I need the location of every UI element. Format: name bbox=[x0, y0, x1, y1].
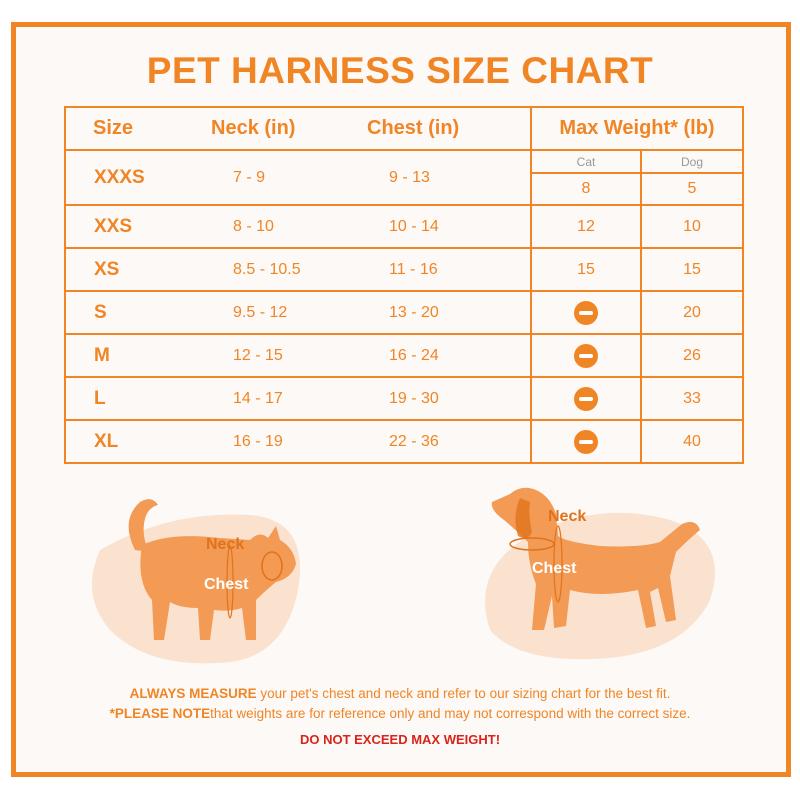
minus-circle-icon bbox=[574, 300, 598, 325]
cat-weight-cell: 12 bbox=[530, 204, 642, 249]
neck-cell: 14 - 17 bbox=[211, 376, 367, 421]
table-row: XXS 8 - 10 10 - 14 12 10 bbox=[64, 204, 744, 249]
size-cell: XL bbox=[64, 419, 211, 464]
cat-weight-cell bbox=[530, 290, 642, 335]
table-row: L 14 - 17 19 - 30 33 bbox=[64, 376, 744, 421]
chest-header: Chest (in) bbox=[367, 106, 532, 151]
neck-header: Neck (in) bbox=[211, 106, 367, 151]
cat-weight-cell bbox=[530, 419, 642, 464]
weight-note: *PLEASE NOTEthat weights are for referen… bbox=[0, 706, 800, 721]
size-cell: XXS bbox=[64, 204, 211, 249]
dog-weight-cell: 15 bbox=[640, 247, 744, 292]
dog-weight-cell: 40 bbox=[640, 419, 744, 464]
size-cell: XXXS bbox=[64, 149, 211, 206]
table-row: XL 16 - 19 22 - 36 40 bbox=[64, 419, 744, 464]
chest-cell: 22 - 36 bbox=[367, 419, 532, 464]
size-header: Size bbox=[64, 106, 211, 151]
neck-cell: 8 - 10 bbox=[211, 204, 367, 249]
chest-cell: 10 - 14 bbox=[367, 204, 532, 249]
page-title: PET HARNESS SIZE CHART bbox=[146, 50, 654, 91]
size-cell: M bbox=[64, 333, 211, 378]
dog-subheader: Dog bbox=[640, 149, 744, 174]
dog-measure-icon bbox=[485, 487, 715, 660]
dog-neck-label: Neck bbox=[548, 508, 587, 525]
weight-note-bold: *PLEASE NOTE bbox=[109, 706, 211, 721]
size-cell: L bbox=[64, 376, 211, 421]
max-weight-header: Max Weight* (lb) bbox=[530, 106, 744, 151]
measure-note-bold: ALWAYS MEASURE bbox=[129, 686, 257, 701]
cat-neck-label: Neck bbox=[206, 536, 245, 553]
chest-cell: 11 - 16 bbox=[367, 247, 532, 292]
dog-weight-cell: 26 bbox=[640, 333, 744, 378]
cat-weight-cell: 15 bbox=[530, 247, 642, 292]
neck-cell: 16 - 19 bbox=[211, 419, 367, 464]
chest-cell: 9 - 13 bbox=[367, 149, 532, 206]
dog-weight-cell: 33 bbox=[640, 376, 744, 421]
cat-illustration: Neck Chest bbox=[80, 490, 320, 670]
cat-measure-icon bbox=[92, 499, 300, 664]
measure-note: ALWAYS MEASURE your pet's chest and neck… bbox=[0, 686, 800, 701]
dog-weight-cell: 10 bbox=[640, 204, 744, 249]
max-weight-warning: DO NOT EXCEED MAX WEIGHT! bbox=[299, 732, 501, 747]
size-table: Size Neck (in) Chest (in) Max Weight* (l… bbox=[64, 106, 744, 464]
minus-circle-icon bbox=[574, 386, 598, 411]
table-row: M 12 - 15 16 - 24 26 bbox=[64, 333, 744, 378]
neck-cell: 7 - 9 bbox=[211, 149, 367, 206]
size-cell: S bbox=[64, 290, 211, 335]
weight-note-text: that weights are for reference only and … bbox=[210, 706, 691, 721]
chest-cell: 13 - 20 bbox=[367, 290, 532, 335]
cat-subheader: Cat bbox=[530, 149, 642, 174]
measure-note-text: your pet's chest and neck and refer to o… bbox=[256, 686, 671, 701]
dog-illustration: Neck Chest bbox=[470, 480, 720, 670]
table-row: 8 5 bbox=[65, 172, 744, 206]
chest-cell: 19 - 30 bbox=[367, 376, 532, 421]
minus-circle-icon bbox=[574, 343, 598, 368]
neck-cell: 9.5 - 12 bbox=[211, 290, 367, 335]
dog-chest-label: Chest bbox=[532, 560, 577, 577]
cat-weight-cell bbox=[530, 333, 642, 378]
table-row: S 9.5 - 12 13 - 20 20 bbox=[64, 290, 744, 335]
cat-weight-cell: 8 bbox=[530, 172, 642, 206]
header-row: Size Neck (in) Chest (in) Max Weight* (l… bbox=[64, 106, 744, 151]
minus-circle-icon bbox=[574, 429, 598, 454]
neck-cell: 8.5 - 10.5 bbox=[211, 247, 367, 292]
neck-cell: 12 - 15 bbox=[211, 333, 367, 378]
chest-cell: 16 - 24 bbox=[367, 333, 532, 378]
dog-weight-cell: 20 bbox=[640, 290, 744, 335]
dog-weight-cell: 5 bbox=[640, 172, 744, 206]
size-cell: XS bbox=[64, 247, 211, 292]
table-row: XS 8.5 - 10.5 11 - 16 15 15 bbox=[64, 247, 744, 292]
subheader-row: XXXS 7 - 9 9 - 13 Cat Dog bbox=[64, 149, 744, 206]
cat-chest-label: Chest bbox=[204, 576, 249, 593]
cat-weight-cell bbox=[530, 376, 642, 421]
